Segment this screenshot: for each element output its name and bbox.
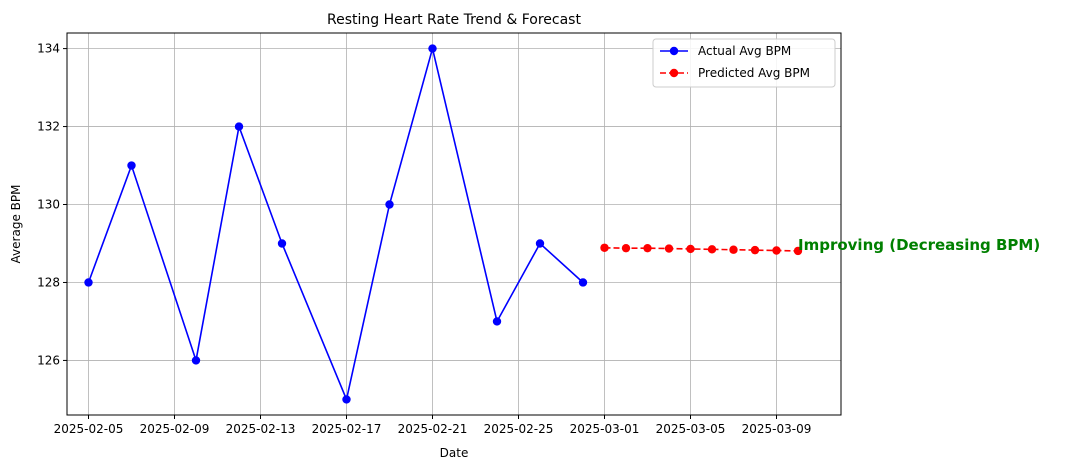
x-tick-label: 2025-02-17 [312,422,382,436]
data-point [621,243,631,253]
x-tick-label: 2025-03-01 [570,422,640,436]
data-point [277,239,287,248]
data-point [535,239,545,248]
grid [67,33,841,415]
legend-box [652,38,836,88]
legend-label: Actual Avg BPM [698,44,791,58]
legend-marker [669,46,679,56]
legend-marker [669,68,679,78]
data-point [750,245,760,255]
y-axis-title: Average BPM [9,185,23,264]
data-point [793,246,803,256]
series-layer [84,44,803,404]
data-point [428,44,437,53]
data-point [84,278,93,287]
x-tick-label: 2025-02-13 [226,422,296,436]
data-point [707,245,717,254]
chart-title: Resting Heart Rate Trend & Forecast [327,12,581,28]
data-point [772,246,781,255]
annotation-label: Improving (Decreasing BPM) [798,236,1040,254]
data-point [578,278,588,287]
annotations: Improving (Decreasing BPM) [798,236,1040,254]
y-tick-label: 134 [37,42,60,56]
data-point [385,200,394,209]
y-tick-label: 132 [37,120,60,134]
x-tick-label: 2025-02-21 [398,422,468,436]
x-axis-title: Date [440,446,469,460]
y-tick-label: 130 [37,198,60,212]
x-tick-label: 2025-03-05 [656,422,726,436]
x-tick-label: 2025-02-09 [140,422,210,436]
series-line [604,246,799,252]
data-point [492,317,502,326]
x-tick-label: 2025-03-09 [742,422,812,436]
data-point [234,122,244,131]
data-point [686,244,695,254]
ticks: 2025-02-05 2025-02-09 2025-02-13 2025-02-17… [37,42,811,436]
data-point [127,161,136,170]
data-point [191,356,201,365]
data-point [729,245,738,254]
y-tick-label: 126 [37,353,60,367]
series-line [87,48,584,403]
data-point [342,395,351,404]
x-tick-label: 2025-02-25 [484,422,554,436]
data-point [643,243,652,253]
y-tick-label: 128 [37,275,60,289]
legend: Actual Avg BPM Predicted Avg BPM [652,38,836,88]
plot-frame [66,32,842,416]
data-point [664,244,674,253]
data-point [600,243,609,252]
x-tick-label: 2025-02-05 [54,422,124,436]
legend-label: Predicted Avg BPM [698,66,810,80]
series-1 [84,44,588,404]
series-2 [600,243,803,256]
